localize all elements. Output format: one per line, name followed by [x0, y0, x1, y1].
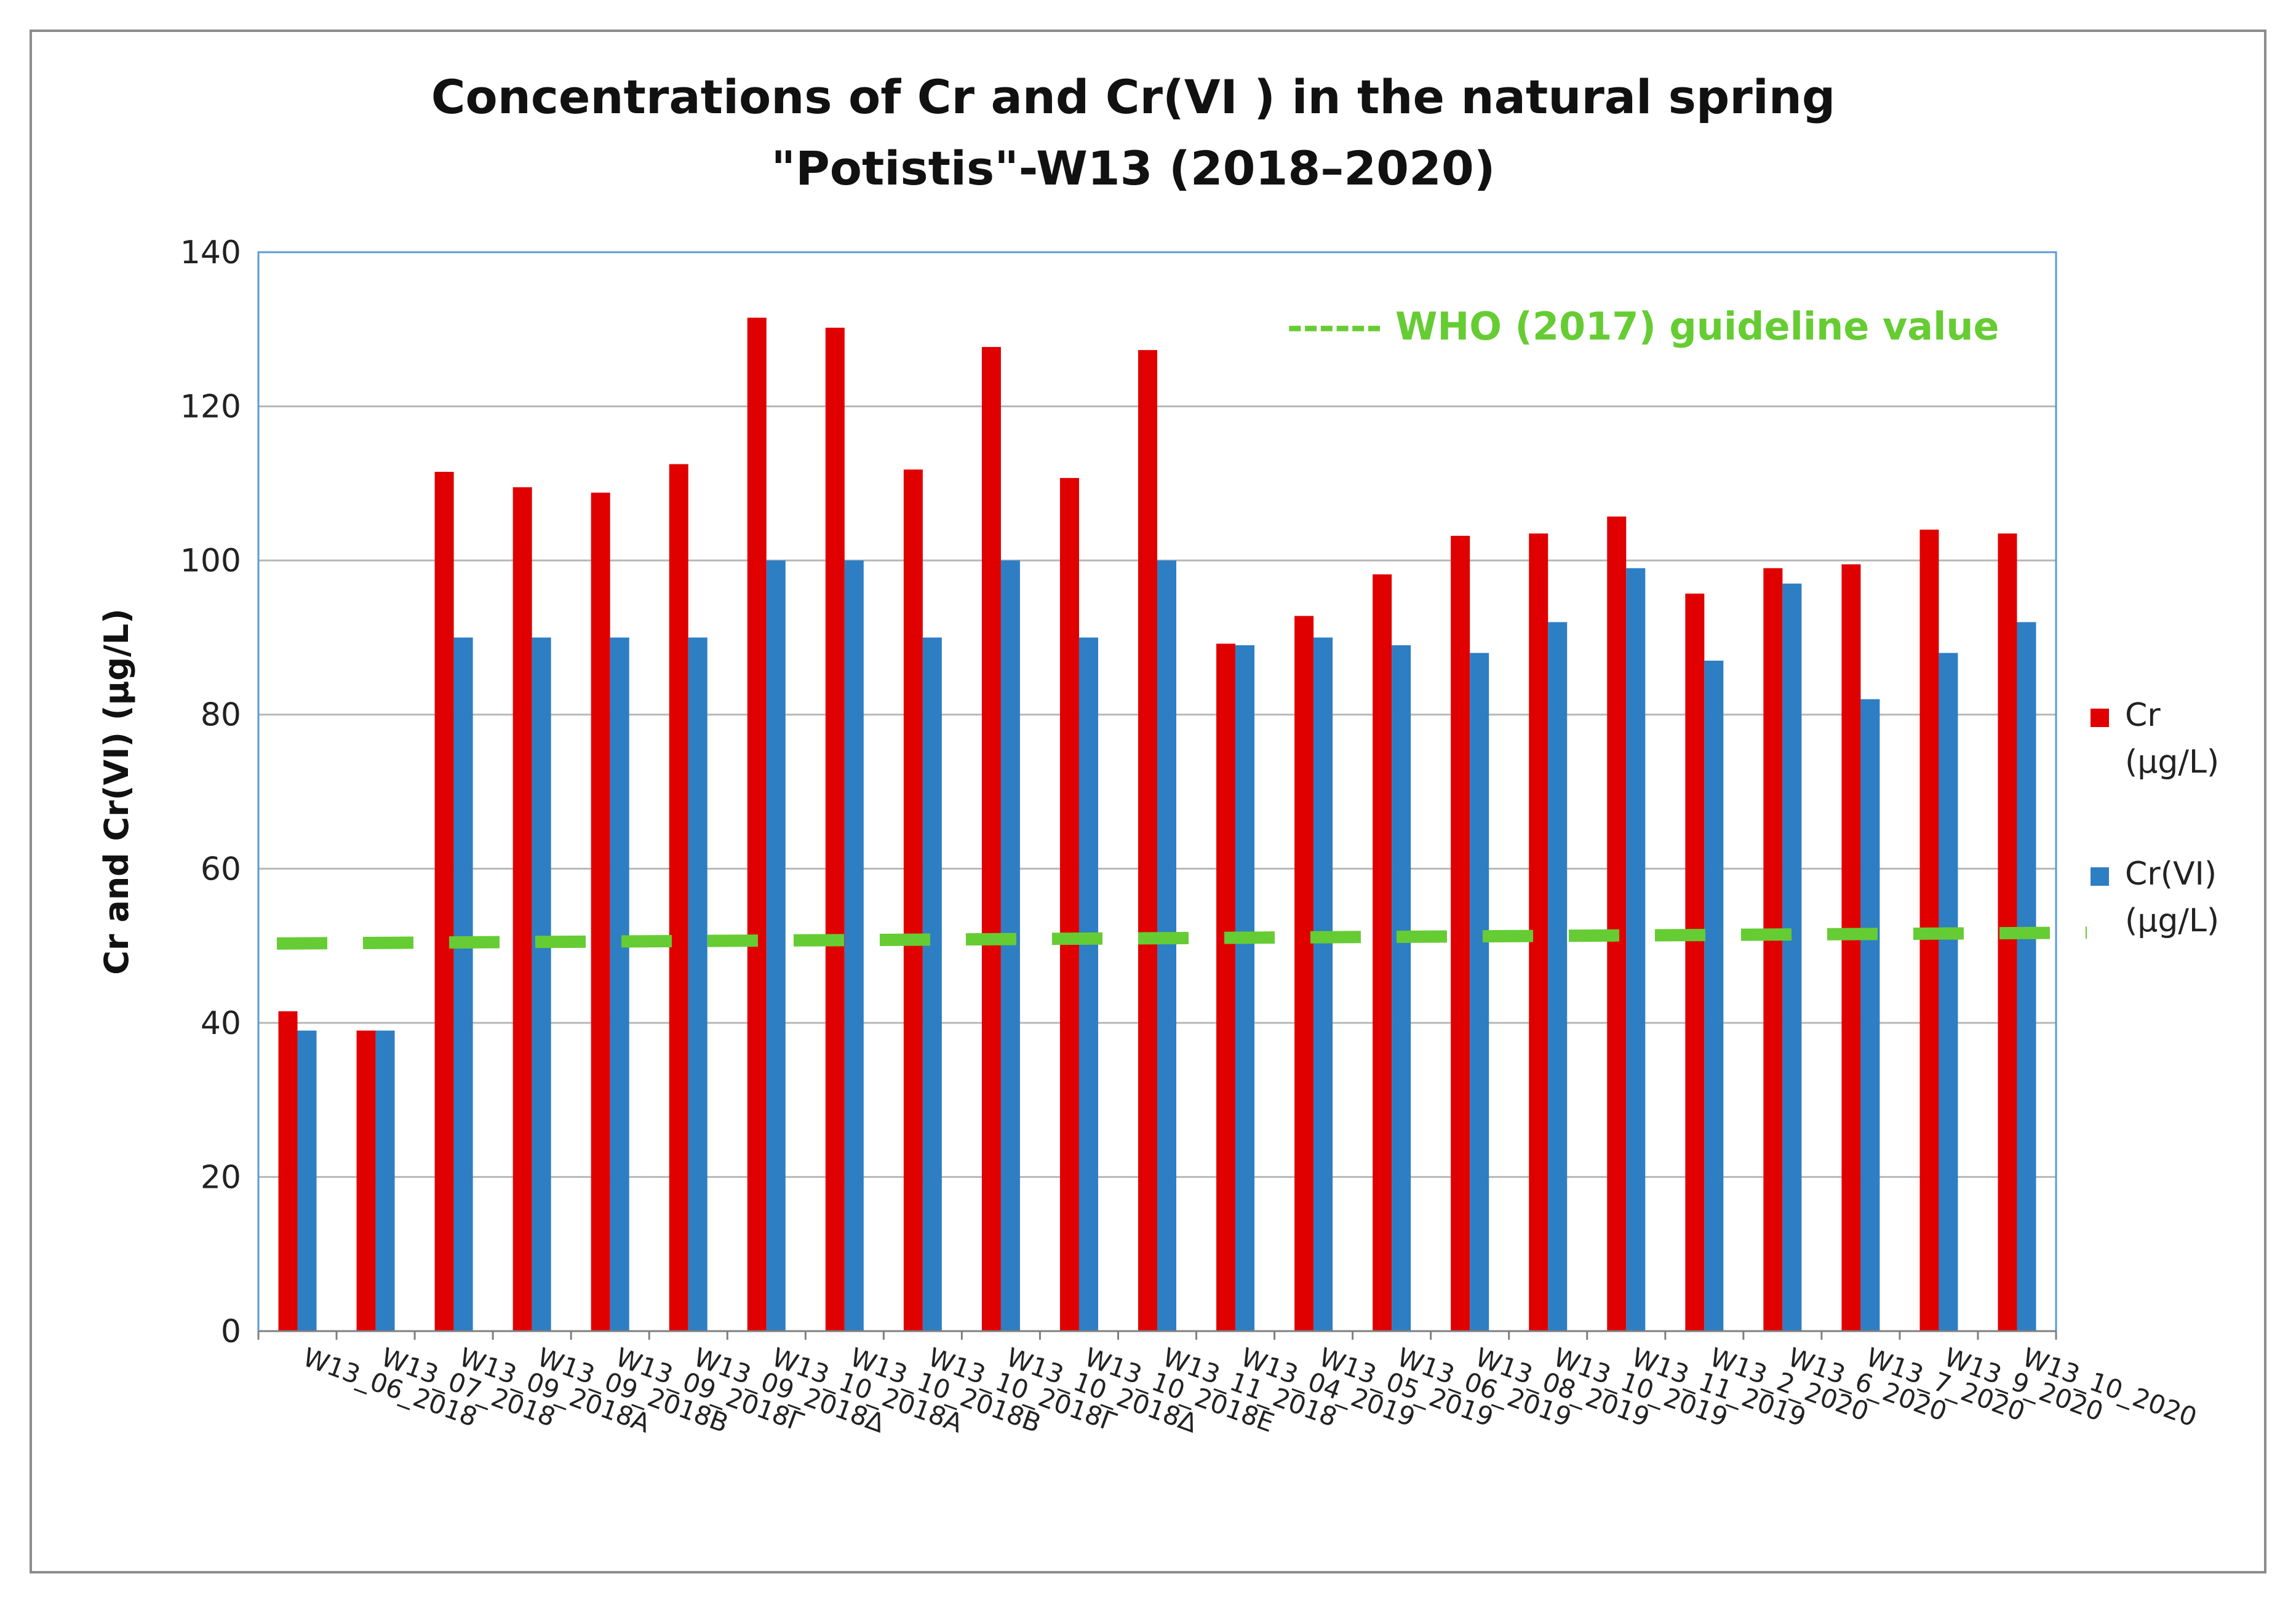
cr-bar-21: [1841, 564, 1861, 1331]
y-tick-label: 20: [201, 1159, 241, 1196]
crvi-bar-15: [1392, 645, 1411, 1331]
y-tick-label: 120: [180, 389, 241, 426]
crvi-bar-10: [1000, 560, 1020, 1332]
who-guideline-dash: [276, 926, 2087, 950]
y-tick-label: 80: [201, 697, 241, 734]
cr-bar-12: [1138, 350, 1157, 1332]
y-tick-label: 140: [180, 234, 241, 271]
cr-bar-18: [1607, 516, 1627, 1331]
legend-label-crvi: Cr(VI) (µg/L): [2125, 856, 2219, 939]
legend-label-line: (µg/L): [2125, 902, 2219, 939]
cr-bar-9: [903, 469, 923, 1332]
crvi-bar-17: [1548, 622, 1568, 1332]
legend-label-cr: Cr (µg/L): [2125, 697, 2219, 781]
cr-bar-16: [1451, 536, 1470, 1331]
cr-bar-19: [1685, 594, 1705, 1332]
chart-title: Concentrations of Cr and Cr(VI ) in the …: [431, 70, 1836, 196]
y-tick-label: 40: [201, 1005, 241, 1042]
crvi-bar-7: [766, 560, 786, 1332]
crvi-bar-9: [922, 637, 942, 1331]
crvi-bar-21: [1860, 699, 1880, 1331]
y-axis-ticks: 0 20 40 60 80 100 120 140: [180, 234, 241, 1350]
cr-bar-4: [512, 487, 532, 1332]
x-axis-ticks: W13_06_2018W13_07_2018W13_09_2018AW13_09…: [299, 1342, 2201, 1439]
legend-label-line: (µg/L): [2125, 744, 2219, 781]
legend: Cr (µg/L) Cr(VI) (µg/L): [2091, 697, 2219, 939]
crvi-bar-18: [1626, 568, 1646, 1332]
chart-title-line-1: Concentrations of Cr and Cr(VI ) in the …: [431, 70, 1836, 124]
cr-bar-14: [1294, 616, 1314, 1331]
crvi-bar-12: [1157, 560, 1176, 1332]
cr-bar-20: [1763, 568, 1783, 1332]
crvi-bar-23: [2017, 622, 2036, 1332]
cr-bar-6: [669, 464, 688, 1332]
crvi-bar-8: [844, 560, 864, 1332]
cr-bar-3: [434, 472, 454, 1332]
cr-bar-10: [981, 347, 1001, 1331]
crvi-bar-20: [1782, 583, 1802, 1332]
y-axis-label: Cr and Cr(VI) (µg/L): [97, 608, 136, 975]
cr-bar-7: [747, 317, 767, 1331]
crvi-bar-1: [297, 1030, 317, 1331]
crvi-bar-19: [1704, 661, 1724, 1331]
legend-swatch-cr: [2091, 709, 2109, 727]
legend-label-line: Cr: [2125, 697, 2161, 734]
cr-bar-13: [1216, 643, 1236, 1331]
crvi-bar-22: [1939, 653, 1958, 1331]
x-axis: [257, 1330, 2057, 1340]
cr-bar-11: [1059, 478, 1079, 1331]
crvi-bar-3: [453, 637, 473, 1331]
chart-frame: Concentrations of Cr and Cr(VI ) in the …: [30, 30, 2266, 1573]
crvi-bar-14: [1313, 637, 1333, 1331]
cr-bar-8: [825, 327, 845, 1331]
y-tick-label: 100: [180, 543, 241, 579]
bars: [278, 317, 2036, 1332]
crvi-bar-13: [1235, 645, 1255, 1331]
y-tick-label: 0: [221, 1313, 241, 1350]
cr-bar-2: [356, 1030, 376, 1331]
crvi-bar-4: [532, 637, 551, 1331]
y-tick-label: 60: [201, 851, 241, 888]
crvi-bar-6: [688, 637, 708, 1331]
who-guideline-label: ------ WHO (2017) guideline value: [1287, 304, 1999, 349]
cr-bar-1: [278, 1011, 298, 1331]
legend-label-line: Cr(VI): [2125, 856, 2217, 893]
cr-bar-15: [1373, 574, 1392, 1331]
bar-chart: Concentrations of Cr and Cr(VI ) in the …: [97, 70, 2219, 1439]
crvi-bar-16: [1470, 653, 1489, 1331]
cr-bar-5: [591, 492, 610, 1332]
who-guideline-line: [276, 926, 2087, 950]
crvi-bar-2: [375, 1030, 395, 1331]
crvi-bar-11: [1078, 637, 1098, 1331]
crvi-bar-5: [610, 637, 629, 1331]
legend-swatch-crvi: [2091, 867, 2109, 886]
chart-title-line-2: "Potistis"-W13 (2018–2020): [771, 141, 1495, 196]
